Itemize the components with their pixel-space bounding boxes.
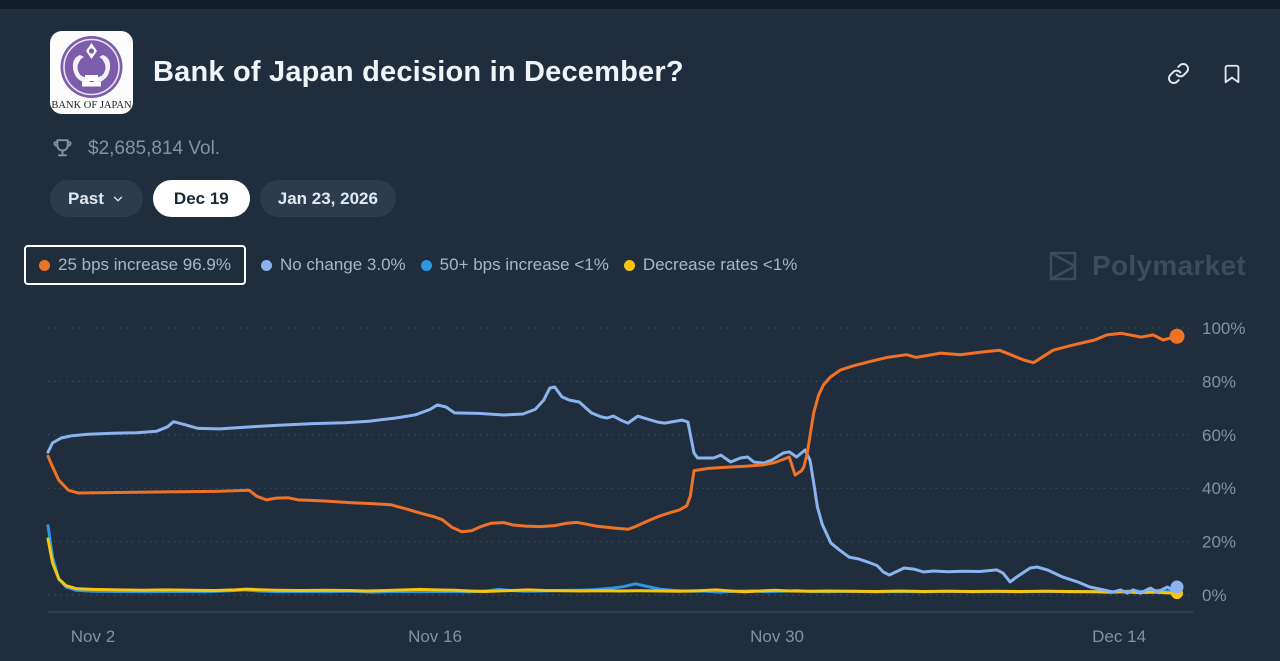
copy-link-button[interactable] bbox=[1166, 61, 1191, 86]
y-tick-label-100%: 100% bbox=[1202, 319, 1245, 338]
chevron-down-icon bbox=[113, 196, 123, 201]
chart-legend: 25 bps increase 96.9% No change 3.0% 50+… bbox=[24, 245, 797, 285]
x-tick-label: Nov 16 bbox=[408, 627, 462, 646]
chart-y-axis-labels: 0% 20% 40% 60% 80% 100% bbox=[1202, 319, 1245, 605]
y-tick-label-20%: 20% bbox=[1202, 533, 1236, 552]
y-tick-label-80%: 80% bbox=[1202, 372, 1236, 391]
legend-highlight-box: 25 bps increase 96.9% bbox=[24, 245, 246, 285]
legend-item-25-bps-increase[interactable]: 25 bps increase 96.9% bbox=[39, 255, 231, 275]
tab-dec-19[interactable]: Dec 19 bbox=[152, 180, 250, 217]
past-dropdown[interactable]: Past bbox=[50, 180, 143, 217]
legend-dot-decrease-rates bbox=[623, 259, 635, 271]
legend-dot-25-bps-increase bbox=[39, 259, 50, 271]
market-logo: BANK OF JAPAN bbox=[50, 31, 133, 114]
bookmark-icon bbox=[1224, 64, 1239, 83]
x-tick-label: Nov 30 bbox=[750, 627, 804, 646]
trophy-icon bbox=[53, 139, 72, 157]
y-tick-label-60%: 60% bbox=[1202, 426, 1236, 445]
polymarket-watermark: Polymarket bbox=[1044, 247, 1246, 285]
tab-jan-23-2026-label: Jan 23, 2026 bbox=[277, 188, 378, 208]
chart-gridlines bbox=[48, 327, 1193, 596]
legend-label-no-change: No change 3.0% bbox=[279, 255, 406, 274]
legend-item-no-change[interactable]: No change 3.0% bbox=[260, 255, 406, 275]
bookmark-button[interactable] bbox=[1219, 61, 1244, 86]
y-tick-label-40%: 40% bbox=[1202, 479, 1236, 498]
legend-label-50-plus-bps: 50+ bps increase <1% bbox=[439, 255, 609, 274]
window-top-strip bbox=[0, 0, 1280, 9]
link-icon bbox=[1168, 63, 1189, 84]
series-line-50-plus-bps-increase bbox=[46, 524, 1179, 594]
series-line-no-change bbox=[46, 385, 1179, 595]
polymarket-logo-icon bbox=[1049, 251, 1077, 281]
chart-end-dots bbox=[1169, 328, 1185, 600]
tab-jan-23-2026[interactable]: Jan 23, 2026 bbox=[259, 180, 396, 217]
legend-item-50-plus-bps[interactable]: 50+ bps increase <1% bbox=[420, 255, 609, 275]
end-dot-25-bps-increase bbox=[1169, 328, 1185, 344]
probability-chart[interactable]: 0% 20% 40% 60% 80% 100% Nov 2 Nov 16 Nov 30 Dec … bbox=[0, 300, 1280, 661]
header-actions bbox=[1166, 61, 1244, 86]
chart-x-axis-labels: Nov 2 Nov 16 Nov 30 Dec 14 bbox=[71, 627, 1146, 646]
page-title: Bank of Japan decision in December? bbox=[153, 56, 684, 88]
y-tick-label-0%: 0% bbox=[1202, 586, 1227, 605]
x-tick-label: Nov 2 bbox=[71, 627, 115, 646]
polymarket-watermark-text: Polymarket bbox=[1092, 250, 1246, 281]
past-dropdown-label: Past bbox=[68, 188, 104, 208]
bank-of-japan-seal-icon bbox=[60, 36, 123, 98]
tab-dec-19-label: Dec 19 bbox=[173, 188, 229, 208]
market-logo-caption: BANK OF JAPAN bbox=[51, 100, 132, 111]
legend-item-decrease-rates[interactable]: Decrease rates <1% bbox=[623, 255, 798, 275]
legend-label-25-bps-increase: 25 bps increase 96.9% bbox=[58, 255, 231, 274]
x-tick-label: Dec 14 bbox=[1092, 627, 1146, 646]
legend-label-decrease-rates: Decrease rates <1% bbox=[642, 255, 798, 274]
legend-dot-50-plus-bps bbox=[420, 259, 432, 271]
chart-series-lines bbox=[46, 331, 1179, 595]
series-line-decrease-rates bbox=[46, 537, 1179, 595]
end-dot-no-change bbox=[1170, 580, 1184, 594]
series-line-25-bps-increase bbox=[46, 331, 1179, 534]
volume-row: $2,685,814 Vol. bbox=[50, 136, 220, 161]
volume-label: $2,685,814 Vol. bbox=[88, 137, 221, 159]
legend-dot-no-change bbox=[260, 259, 272, 271]
date-filter-row: Past Dec 19 Jan 23, 2026 bbox=[50, 180, 396, 217]
